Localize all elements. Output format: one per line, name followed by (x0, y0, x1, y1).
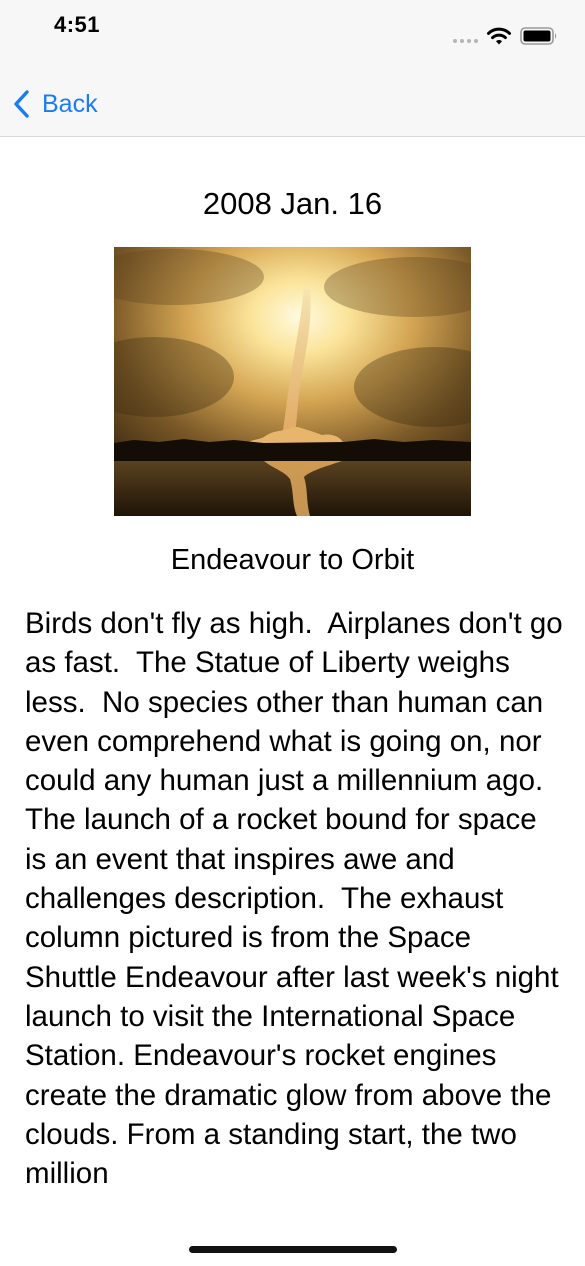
image-title: Endeavour to Orbit (170, 544, 415, 576)
chevron-left-icon (14, 90, 29, 118)
signal-dots-icon (453, 39, 478, 43)
navigation-bar: 4:51 Back (0, 0, 585, 137)
wifi-icon (487, 27, 511, 45)
home-indicator[interactable] (189, 1246, 397, 1253)
article-date: 2008 Jan. 16 (202, 186, 383, 221)
status-time: 4:51 (54, 12, 101, 37)
article-photo (114, 247, 471, 516)
article-body-text: Birds don't fly as high. Airplanes don't… (25, 607, 563, 1191)
back-button[interactable]: Back (12, 86, 98, 122)
battery-icon (520, 27, 557, 45)
back-button-label: Back (42, 90, 98, 118)
